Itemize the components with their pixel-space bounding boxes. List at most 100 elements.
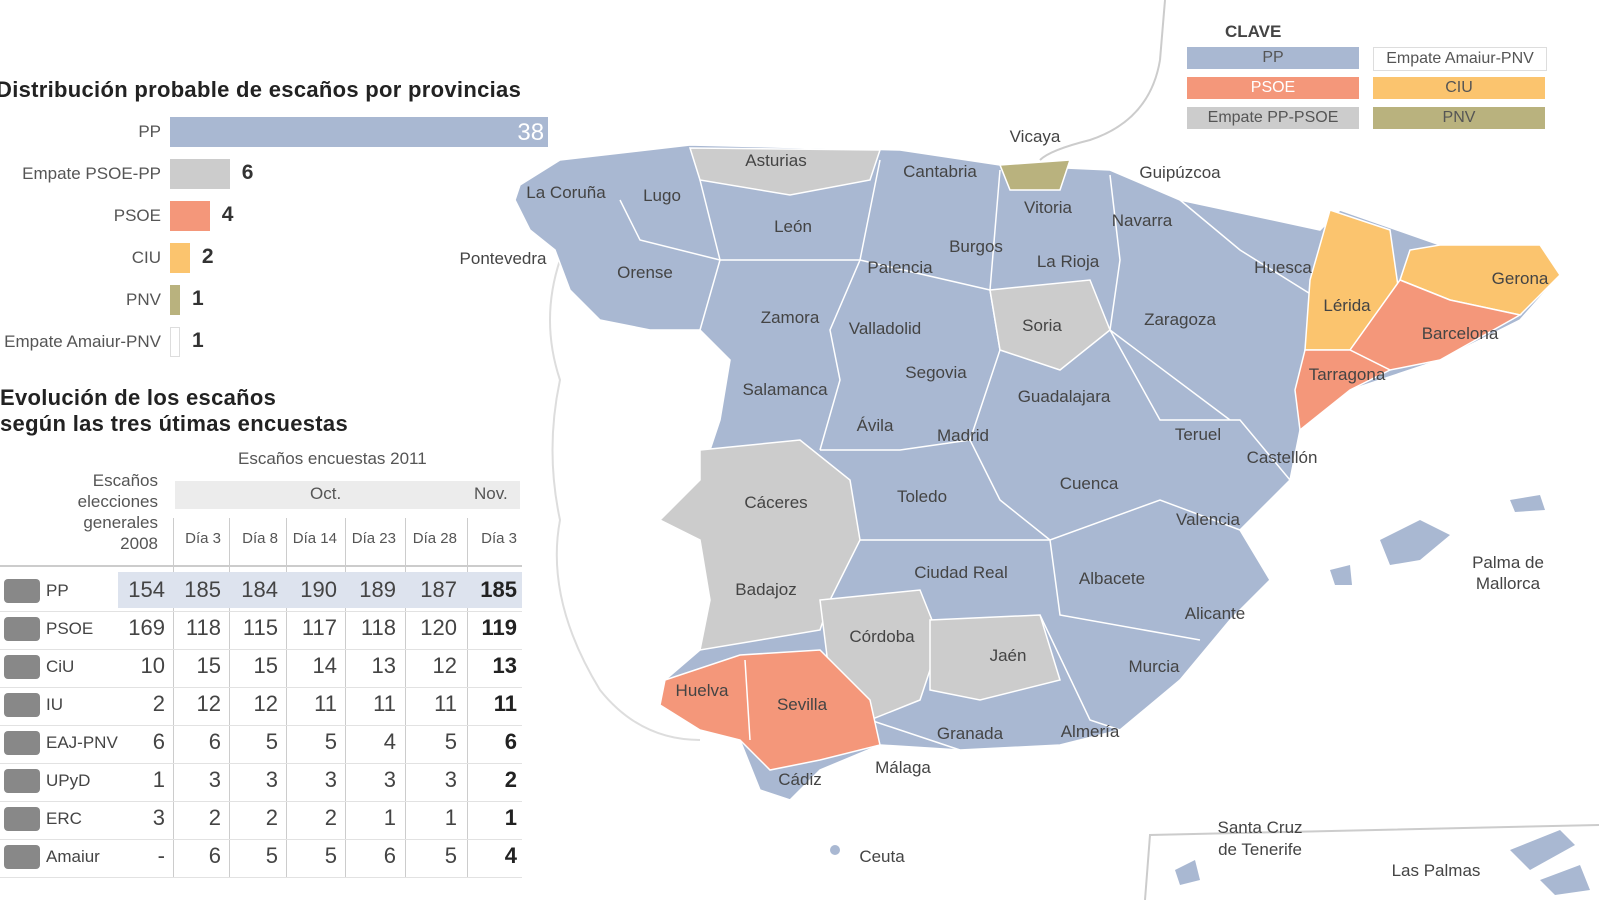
month-nov: Nov. — [474, 484, 508, 503]
map-label-teruel: Teruel — [1174, 425, 1222, 444]
map-label-cantabria: Cantabria — [903, 162, 977, 181]
party-logo-icon — [4, 769, 40, 793]
table-cell: 119 — [481, 615, 518, 640]
party-logo-icon — [4, 617, 40, 641]
map-label-lugo: Lugo — [643, 186, 681, 205]
bar-4 — [170, 285, 180, 315]
party-logo-icon — [4, 579, 40, 603]
party-name: ERC — [46, 809, 82, 828]
column-divider — [173, 518, 174, 878]
row-divider — [0, 687, 522, 688]
row-divider — [0, 877, 522, 878]
legend: CLAVE PP Empate Amaiur-PNV PSOE CIU Empate P… — [1185, 20, 1575, 130]
table-row: PSOE 169 118 115 117 118 120 119 — [0, 613, 522, 651]
table-cell: 154 — [128, 577, 165, 602]
table-cell: 15 — [253, 653, 278, 678]
map-label-guadalajara: Guadalajara — [1017, 387, 1111, 406]
table-row: CiU 10 15 15 14 13 12 13 — [0, 651, 522, 689]
bar-1 — [170, 159, 230, 189]
elections-header-l1: Escaños — [92, 471, 158, 490]
map-label-la-rioja: La Rioja — [1036, 252, 1100, 271]
legend-item: CIU — [1373, 77, 1545, 99]
table-cell: 169 — [128, 615, 165, 640]
party-name: EAJ-PNV — [46, 733, 118, 752]
map-label-madrid: Madrid — [937, 426, 989, 445]
surveys-header: Escaños encuestas 2011 — [238, 449, 427, 468]
table-cell: 11 — [493, 691, 517, 716]
region-tie-jaen — [929, 614, 1061, 701]
table-row: UPyD 1 3 3 3 3 3 2 — [0, 765, 522, 803]
table-cell: 3 — [265, 767, 278, 792]
region-tie-asturias — [688, 147, 882, 196]
map-label-málaga: Málaga — [875, 758, 931, 777]
table-cell: 5 — [265, 729, 278, 754]
table-cell: 187 — [420, 577, 457, 602]
map-label-huesca: Huesca — [1254, 258, 1312, 277]
map-label-la-coruña: La Coruña — [526, 183, 606, 202]
bar-value: 1 — [191, 329, 204, 352]
table-cell: 185 — [184, 577, 221, 602]
map-label-valencia: Valencia — [1176, 510, 1240, 529]
elections-header-l3: generales — [83, 513, 158, 532]
map-label-soria: Soria — [1022, 316, 1062, 335]
map-label-badajoz: Badajoz — [735, 580, 797, 599]
map-label-toledo: Toledo — [896, 487, 948, 506]
table-cell: 6 — [152, 729, 165, 754]
bar-label: Empate PSOE-PP — [22, 164, 161, 183]
header-rule — [0, 565, 522, 567]
map-label-ciudad-real: Ciudad Real — [914, 563, 1008, 582]
party-name: PP — [46, 581, 69, 600]
table-cell: 15 — [196, 653, 221, 678]
map-label-navarra: Navarra — [1111, 211, 1173, 230]
table-cell: 1 — [444, 805, 457, 830]
map-label-cuenca: Cuenca — [1059, 474, 1119, 493]
map-label-sevilla: Sevilla — [776, 695, 828, 714]
table-cell: 12 — [432, 653, 457, 678]
region-tie-soria — [989, 279, 1111, 371]
map-label-lérida: Lérida — [1323, 296, 1371, 315]
table-cell: 10 — [140, 653, 165, 678]
row-divider — [0, 801, 522, 802]
legend-title: CLAVE — [1225, 22, 1282, 41]
table-row: PP 154 185 184 190 189 187 185 — [0, 575, 522, 613]
table-cell: 5 — [265, 843, 278, 868]
map-label-jaén: Jaén — [989, 646, 1027, 665]
row-divider — [0, 839, 522, 840]
map-label-ávila: Ávila — [856, 416, 894, 435]
table-cell: 6 — [208, 843, 221, 868]
day-header: Día 8 — [242, 530, 278, 547]
distribution-title: Distribución probable de escaños por pro… — [0, 77, 522, 102]
frame-line — [1159, 0, 1166, 61]
party-logo-icon — [4, 731, 40, 755]
party-name: PSOE — [46, 619, 94, 638]
map-label-albacete: Albacete — [1078, 569, 1146, 588]
table-cell: 11 — [314, 691, 337, 716]
map-label-las-palmas: Las Palmas — [1391, 861, 1481, 880]
table-cell: 190 — [300, 577, 337, 602]
map-label-de-tenerife: de Tenerife — [1218, 840, 1302, 859]
table-cell: 1 — [504, 805, 517, 830]
map-label-asturias: Asturias — [745, 151, 807, 170]
map-label-murcia: Murcia — [1128, 657, 1180, 676]
column-divider — [405, 518, 406, 878]
day-header: Día 28 — [412, 530, 457, 547]
table-cell: 117 — [301, 615, 337, 640]
table-cell: 2 — [504, 767, 517, 792]
legend-item: PSOE — [1187, 77, 1359, 99]
table-cell: 189 — [359, 577, 396, 602]
party-logo-icon — [4, 655, 40, 679]
elections-header-l2: elecciones — [77, 492, 158, 511]
party-logo-icon — [4, 845, 40, 869]
party-name: CiU — [46, 657, 75, 676]
table-cell: 2 — [208, 805, 221, 830]
map-label-salamanca: Salamanca — [742, 380, 828, 399]
table-cell: 5 — [444, 729, 457, 754]
pp-row-highlight — [118, 572, 522, 608]
legend-item: PP — [1187, 47, 1359, 69]
map-label-santa-cruz: Santa Cruz — [1217, 818, 1303, 837]
party-name: IU — [46, 695, 63, 714]
column-divider — [229, 518, 230, 878]
map-label-castellón: Castellón — [1246, 448, 1318, 467]
table-cell: 6 — [208, 729, 221, 754]
map-label-vitoria: Vitoria — [1024, 198, 1072, 217]
